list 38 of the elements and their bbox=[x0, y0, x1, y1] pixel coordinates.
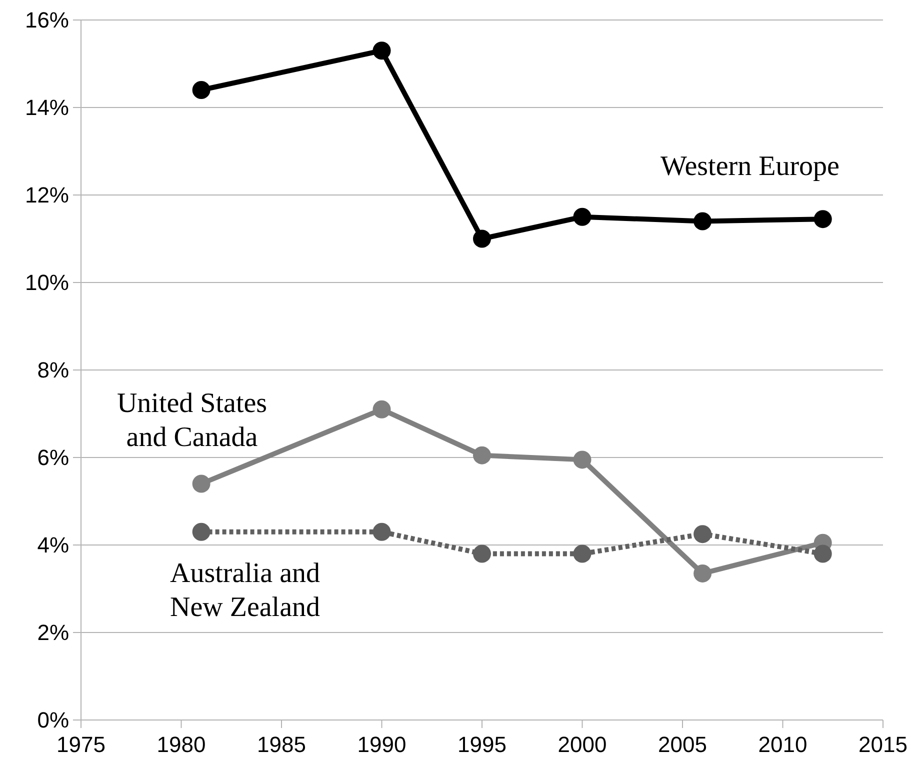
point bbox=[473, 446, 491, 464]
x-tick-label: 1975 bbox=[56, 732, 106, 757]
y-tick-label: 12% bbox=[24, 182, 69, 208]
point bbox=[694, 212, 712, 230]
y-tick-label: 8% bbox=[37, 358, 69, 383]
point bbox=[814, 544, 832, 563]
point bbox=[473, 544, 491, 563]
point bbox=[814, 210, 832, 228]
point bbox=[694, 525, 712, 544]
x-tick-label: 1990 bbox=[357, 732, 406, 757]
point bbox=[694, 564, 712, 582]
point bbox=[192, 474, 210, 493]
x-tick-label: 2000 bbox=[558, 732, 607, 757]
series-label: Western Europe bbox=[660, 151, 840, 182]
point bbox=[573, 208, 592, 226]
y-tick-label: 14% bbox=[24, 95, 69, 120]
point bbox=[473, 230, 491, 248]
point bbox=[372, 522, 391, 541]
point bbox=[573, 450, 592, 469]
x-tick-label: 1995 bbox=[458, 732, 506, 757]
x-tick-label: 2010 bbox=[758, 732, 808, 757]
y-tick-label: 2% bbox=[37, 620, 69, 646]
y-tick-label: 4% bbox=[37, 532, 69, 558]
y-tick-label: 0% bbox=[37, 708, 69, 733]
series-label: Australia and New Zealand bbox=[170, 558, 320, 623]
y-tick-label: 10% bbox=[24, 270, 69, 296]
point bbox=[372, 400, 391, 418]
point bbox=[573, 544, 592, 563]
x-tick-label: 1980 bbox=[156, 732, 206, 757]
x-tick-label: 2015 bbox=[858, 732, 908, 757]
x-tick-label: 2005 bbox=[658, 732, 707, 757]
point bbox=[192, 522, 210, 541]
y-tick-label: 16% bbox=[24, 8, 69, 33]
y-tick-label: 6% bbox=[37, 445, 69, 470]
point bbox=[192, 81, 210, 99]
x-tick-label: 1985 bbox=[257, 732, 306, 757]
series-label: United States and Canada bbox=[116, 388, 268, 453]
point bbox=[372, 42, 391, 60]
